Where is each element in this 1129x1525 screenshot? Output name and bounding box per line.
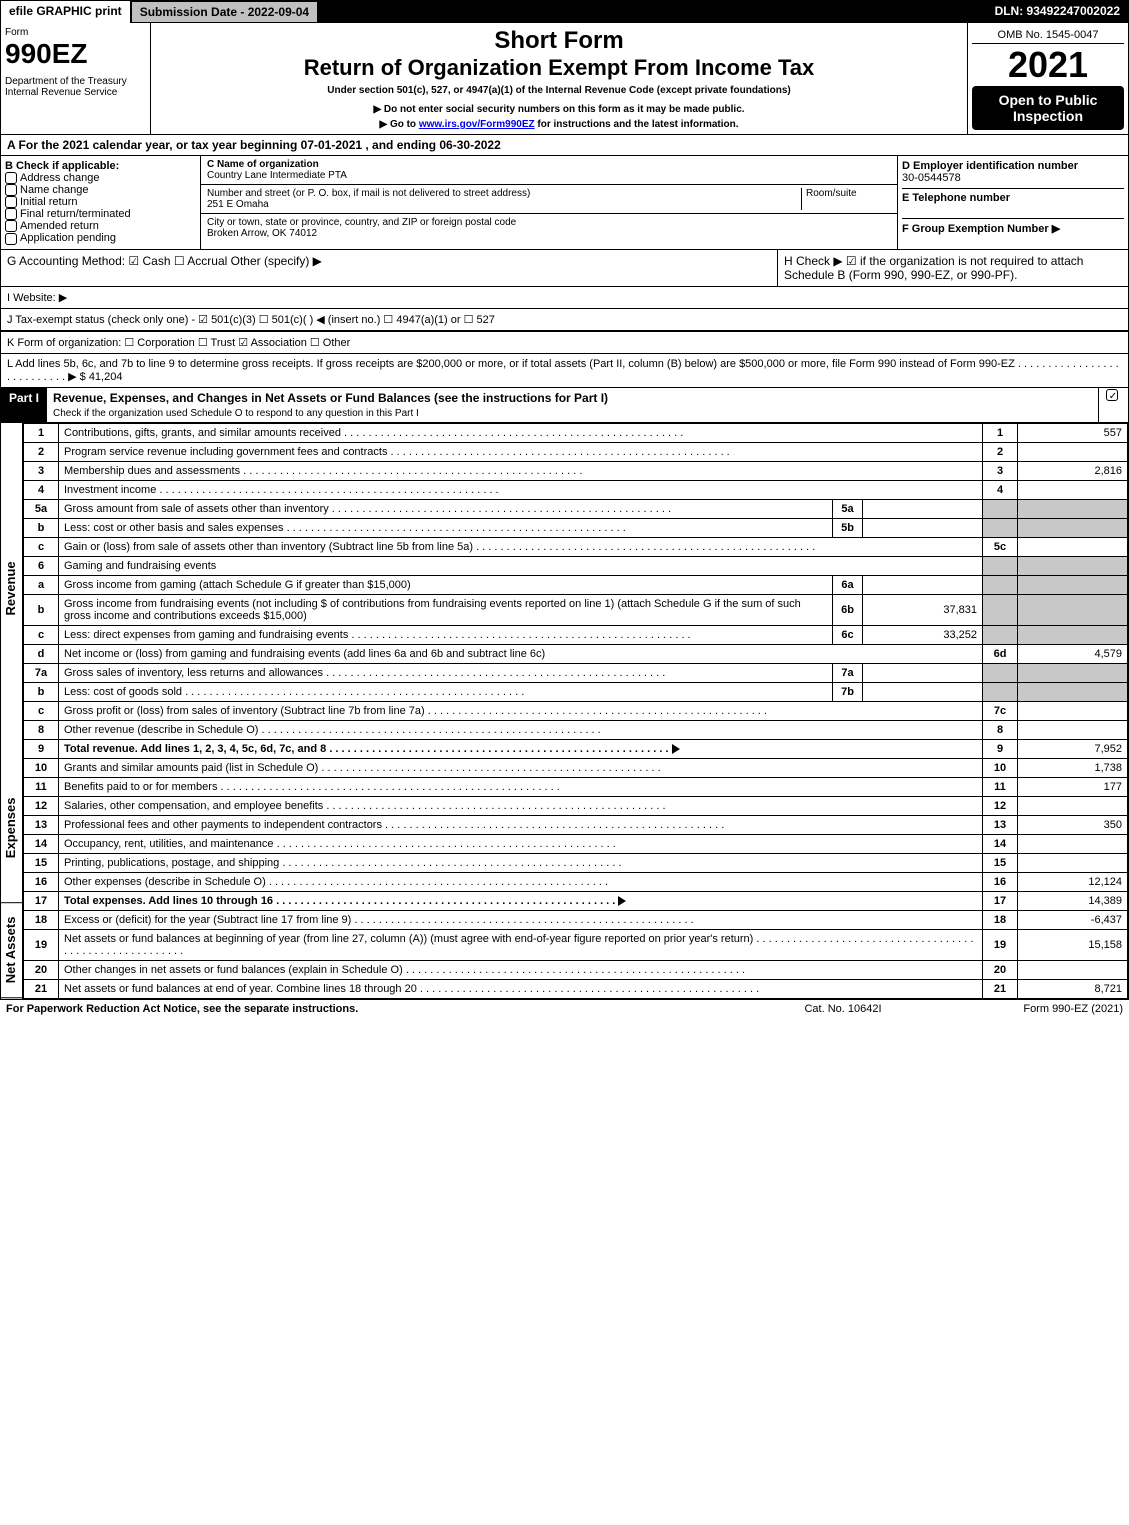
lines-table: 1Contributions, gifts, grants, and simil…	[23, 423, 1128, 999]
line-5c: cGain or (loss) from sale of assets othe…	[24, 537, 1128, 556]
line-I: I Website: ▶	[1, 287, 1128, 309]
org-street: 251 E Omaha	[207, 199, 269, 210]
line-21: 21Net assets or fund balances at end of …	[24, 979, 1128, 998]
org-name: Country Lane Intermediate PTA	[207, 170, 891, 181]
goto-link[interactable]: www.irs.gov/Form990EZ	[419, 119, 535, 130]
checkbox-schedule-o[interactable]	[1106, 389, 1118, 401]
line-9: 9Total revenue. Add lines 1, 2, 3, 4, 5c…	[24, 739, 1128, 758]
line-6b: bGross income from fundraising events (n…	[24, 594, 1128, 625]
revenue-label: Revenue	[1, 423, 22, 755]
checkbox-initial-return[interactable]	[5, 196, 17, 208]
line-5b: bLess: cost or other basis and sales exp…	[24, 518, 1128, 537]
part1-body: Revenue Expenses Net Assets 1Contributio…	[1, 423, 1128, 999]
line-18: 18Excess or (deficit) for the year (Subt…	[24, 910, 1128, 929]
expenses-label: Expenses	[1, 754, 22, 903]
short-form-label: Short Form	[155, 27, 963, 55]
line-K: K Form of organization: ☐ Corporation ☐ …	[1, 331, 1128, 354]
line-G: G Accounting Method: ☑ Cash ☐ Accrual Ot…	[1, 250, 778, 286]
part1-title: Revenue, Expenses, and Changes in Net As…	[53, 391, 608, 405]
section-GH: G Accounting Method: ☑ Cash ☐ Accrual Ot…	[1, 250, 1128, 287]
form-ref: Form 990-EZ (2021)	[943, 1003, 1123, 1015]
line-10: 10Grants and similar amounts paid (list …	[24, 758, 1128, 777]
line-1: 1Contributions, gifts, grants, and simil…	[24, 423, 1128, 442]
under-section: Under section 501(c), 527, or 4947(a)(1)…	[155, 85, 963, 96]
line-H: H Check ▶ ☑ if the organization is not r…	[778, 250, 1128, 286]
checkbox-final-return[interactable]	[5, 208, 17, 220]
do-not-note: ▶ Do not enter social security numbers o…	[155, 104, 963, 115]
line-6a: aGross income from gaming (attach Schedu…	[24, 575, 1128, 594]
part1-header: Part I Revenue, Expenses, and Changes in…	[1, 388, 1128, 423]
checkbox-name-change[interactable]	[5, 184, 17, 196]
section-B: B Check if applicable: Address change Na…	[1, 156, 201, 249]
org-city: Broken Arrow, OK 74012	[207, 228, 891, 239]
netassets-label: Net Assets	[1, 903, 22, 998]
line-4: 4Investment income4	[24, 480, 1128, 499]
part1-label: Part I	[1, 388, 47, 422]
line-6: 6Gaming and fundraising events	[24, 556, 1128, 575]
dept-label: Department of the Treasury	[5, 76, 146, 87]
line-7c: cGross profit or (loss) from sales of in…	[24, 701, 1128, 720]
checkbox-amended-return[interactable]	[5, 220, 17, 232]
form-title: Return of Organization Exempt From Incom…	[155, 55, 963, 81]
group-exemption: F Group Exemption Number ▶	[902, 223, 1060, 235]
line-6c: cLess: direct expenses from gaming and f…	[24, 625, 1128, 644]
line-20: 20Other changes in net assets or fund ba…	[24, 960, 1128, 979]
line-11: 11Benefits paid to or for members11177	[24, 777, 1128, 796]
line-J: J Tax-exempt status (check only one) - ☑…	[1, 309, 1128, 331]
side-labels: Revenue Expenses Net Assets	[1, 423, 23, 999]
open-inspection: Open to Public Inspection	[972, 86, 1124, 130]
part1-sub: Check if the organization used Schedule …	[53, 408, 419, 419]
line-13: 13Professional fees and other payments t…	[24, 815, 1128, 834]
section-BCD: B Check if applicable: Address change Na…	[1, 156, 1128, 250]
section-C: C Name of organization Country Lane Inte…	[201, 156, 898, 249]
line-7b: bLess: cost of goods sold7b	[24, 682, 1128, 701]
header-row: Form 990EZ Department of the Treasury In…	[1, 23, 1128, 135]
header-left: Form 990EZ Department of the Treasury In…	[1, 23, 151, 134]
cat-no: Cat. No. 10642I	[743, 1003, 943, 1015]
checkbox-address-change[interactable]	[5, 172, 17, 184]
header-right: OMB No. 1545-0047 2021 Open to Public In…	[968, 23, 1128, 134]
form-990ez: efile GRAPHIC print Submission Date - 20…	[0, 0, 1129, 1000]
paperwork-note: For Paperwork Reduction Act Notice, see …	[6, 1003, 743, 1015]
room-suite: Room/suite	[801, 188, 891, 210]
section-DEF: D Employer identification number 30-0544…	[898, 156, 1128, 249]
line-12: 12Salaries, other compensation, and empl…	[24, 796, 1128, 815]
dln: DLN: 93492247002022	[987, 1, 1128, 23]
line-19: 19Net assets or fund balances at beginni…	[24, 929, 1128, 960]
header-center: Short Form Return of Organization Exempt…	[151, 23, 968, 134]
line-16: 16Other expenses (describe in Schedule O…	[24, 872, 1128, 891]
line-8: 8Other revenue (describe in Schedule O)8	[24, 720, 1128, 739]
line-3: 3Membership dues and assessments32,816	[24, 461, 1128, 480]
footer: For Paperwork Reduction Act Notice, see …	[0, 1000, 1129, 1018]
line-6d: dNet income or (loss) from gaming and fu…	[24, 644, 1128, 663]
omb-number: OMB No. 1545-0047	[972, 27, 1124, 44]
form-number: 990EZ	[5, 38, 146, 70]
line-A: A For the 2021 calendar year, or tax yea…	[1, 135, 1128, 156]
irs-label: Internal Revenue Service	[5, 87, 146, 98]
arrow-icon	[672, 744, 680, 754]
line-14: 14Occupancy, rent, utilities, and mainte…	[24, 834, 1128, 853]
efile-label: efile GRAPHIC print	[1, 1, 131, 23]
top-bar: efile GRAPHIC print Submission Date - 20…	[1, 1, 1128, 23]
arrow-icon	[618, 896, 626, 906]
tax-year: 2021	[972, 44, 1124, 86]
checkbox-application-pending[interactable]	[5, 233, 17, 245]
line-17: 17Total expenses. Add lines 10 through 1…	[24, 891, 1128, 910]
goto-note: ▶ Go to www.irs.gov/Form990EZ for instru…	[155, 119, 963, 130]
submission-date: Submission Date - 2022-09-04	[131, 1, 318, 23]
line-2: 2Program service revenue including gover…	[24, 442, 1128, 461]
telephone-label: E Telephone number	[902, 192, 1010, 204]
line-5a: 5aGross amount from sale of assets other…	[24, 499, 1128, 518]
ein: 30-0544578	[902, 172, 1124, 184]
line-L: L Add lines 5b, 6c, and 7b to line 9 to …	[1, 354, 1128, 388]
form-label: Form	[5, 27, 146, 38]
line-7a: 7aGross sales of inventory, less returns…	[24, 663, 1128, 682]
line-15: 15Printing, publications, postage, and s…	[24, 853, 1128, 872]
